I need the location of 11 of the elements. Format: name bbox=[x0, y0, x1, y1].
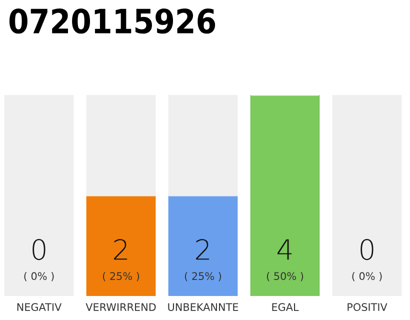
x-tick-label: VERWIRREND bbox=[86, 303, 156, 311]
chart-title: 0720115926 bbox=[9, 8, 216, 34]
data-label: 0 ( 0% ) bbox=[352, 239, 382, 282]
x-tick-label: EGAL bbox=[272, 303, 299, 312]
data-label: 2 ( 25% ) bbox=[102, 239, 140, 282]
data-label: 4 ( 50% ) bbox=[266, 239, 304, 282]
x-tick-label: NEGATIV bbox=[17, 303, 62, 312]
x-tick-label: UNBEKANNTE bbox=[168, 303, 238, 312]
data-label: 0 ( 0% ) bbox=[24, 239, 54, 282]
x-tick-label: POSITIV bbox=[348, 303, 388, 312]
data-label: 2 ( 25% ) bbox=[184, 239, 222, 282]
